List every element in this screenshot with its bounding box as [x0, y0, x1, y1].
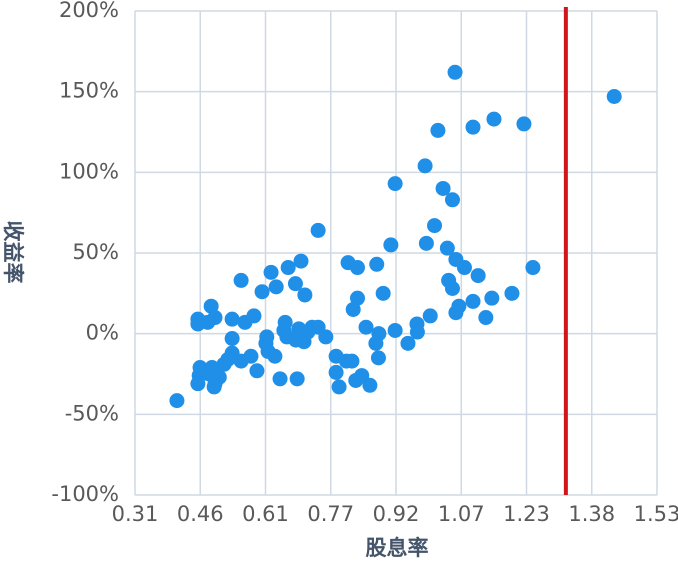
- point: [280, 260, 296, 276]
- point: [249, 363, 265, 379]
- point: [272, 371, 288, 387]
- point: [224, 331, 240, 347]
- point: [486, 111, 502, 127]
- x-tick-label: 0.77: [307, 502, 354, 526]
- point: [422, 308, 438, 324]
- point: [470, 268, 486, 284]
- point: [169, 393, 185, 409]
- point: [288, 332, 304, 348]
- point: [358, 319, 374, 335]
- point: [375, 285, 391, 301]
- x-tick-label: 1.38: [568, 502, 615, 526]
- point: [268, 279, 284, 295]
- x-axis-title: 股息率: [366, 536, 429, 560]
- point: [267, 348, 283, 364]
- point: [456, 260, 472, 276]
- point: [291, 321, 307, 337]
- y-axis-title: 收益率: [1, 221, 25, 284]
- point: [362, 377, 378, 393]
- point: [287, 276, 303, 292]
- point: [516, 116, 532, 132]
- y-tick-label: -100%: [51, 482, 119, 506]
- point: [478, 310, 494, 326]
- point: [318, 329, 334, 345]
- y-tick-label: -50%: [65, 401, 119, 425]
- point: [444, 280, 460, 296]
- point: [504, 285, 520, 301]
- point: [344, 353, 360, 369]
- point: [233, 353, 249, 369]
- point: [439, 240, 455, 256]
- point: [435, 180, 451, 196]
- point: [606, 89, 622, 105]
- x-tick-label: 0.61: [242, 502, 289, 526]
- x-tick-label: 0.92: [373, 502, 420, 526]
- point: [331, 379, 347, 395]
- point: [297, 287, 313, 303]
- point: [370, 350, 386, 366]
- y-tick-label: 50%: [72, 240, 119, 264]
- x-tick-label: 1.53: [634, 502, 678, 526]
- point: [190, 376, 206, 392]
- point: [387, 176, 403, 192]
- point: [417, 158, 433, 174]
- point: [190, 316, 206, 332]
- point: [310, 222, 326, 238]
- x-tick-label: 0.46: [177, 502, 224, 526]
- point: [216, 356, 232, 372]
- x-tick-label: 1.07: [438, 502, 485, 526]
- x-tick-label: 1.23: [503, 502, 550, 526]
- point: [427, 218, 443, 234]
- point: [465, 119, 481, 135]
- point: [447, 64, 463, 80]
- point: [203, 298, 219, 314]
- point: [345, 301, 361, 317]
- point: [206, 379, 222, 395]
- point: [224, 311, 240, 327]
- y-tick-label: 150%: [59, 79, 119, 103]
- point: [289, 371, 305, 387]
- point: [418, 235, 434, 251]
- point: [409, 324, 425, 340]
- point: [246, 308, 262, 324]
- point: [448, 305, 464, 321]
- point: [430, 122, 446, 138]
- point: [387, 322, 403, 338]
- point: [254, 284, 270, 300]
- point: [383, 237, 399, 253]
- point: [484, 290, 500, 306]
- point: [444, 192, 460, 208]
- point: [349, 260, 365, 276]
- point: [369, 256, 385, 272]
- point: [233, 272, 249, 288]
- point: [525, 260, 541, 276]
- point: [368, 335, 384, 351]
- point: [328, 364, 344, 380]
- y-tick-label: 100%: [59, 159, 119, 183]
- point: [293, 253, 309, 269]
- y-tick-label: 0%: [86, 321, 119, 345]
- point: [400, 335, 416, 351]
- point: [263, 264, 279, 280]
- point: [349, 290, 365, 306]
- x-tick-label: 0.31: [112, 502, 159, 526]
- point: [465, 293, 481, 309]
- y-tick-label: 200%: [59, 0, 119, 22]
